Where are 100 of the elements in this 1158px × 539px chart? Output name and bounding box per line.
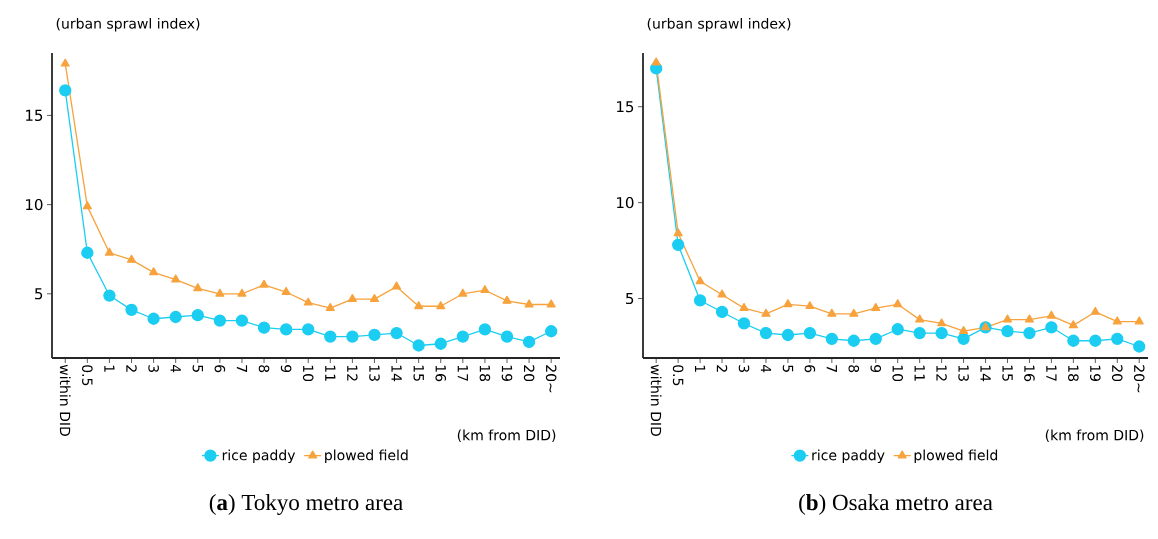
- x-tick-label: 17: [457, 365, 468, 381]
- y-tick-label: 5: [35, 288, 43, 300]
- point: [412, 339, 425, 352]
- point: [213, 314, 227, 327]
- point: [478, 323, 492, 336]
- point: [1024, 314, 1034, 323]
- point: [737, 317, 751, 330]
- point: [414, 301, 424, 310]
- point: [871, 302, 881, 312]
- point: [1068, 320, 1078, 329]
- point: [913, 326, 926, 340]
- point: [281, 286, 291, 295]
- point: [524, 299, 534, 308]
- point: [368, 328, 381, 341]
- legend-label: rice paddy: [222, 449, 296, 464]
- x-tick-label: 13: [369, 365, 380, 381]
- x-tick-label: 20~: [545, 365, 557, 393]
- point: [715, 305, 729, 319]
- y-tick-label: 15: [617, 101, 634, 113]
- point: [1067, 334, 1080, 347]
- point: [193, 283, 203, 292]
- point: [369, 293, 380, 303]
- point: [390, 326, 403, 340]
- x-tick-label: within DID: [650, 364, 662, 436]
- point: [480, 285, 490, 294]
- x-tick-label: 14: [980, 365, 991, 382]
- y-axis-title: (urban sprawl index): [647, 17, 791, 32]
- point: [803, 326, 817, 340]
- x-tick-label: 12: [936, 365, 947, 381]
- x-tick-label: 7: [826, 365, 837, 372]
- point: [500, 330, 514, 343]
- y-tick-label: 10: [26, 198, 43, 211]
- legend-label: rice paddy: [812, 449, 885, 464]
- x-tick-label: 9: [870, 365, 882, 373]
- x-tick-label: 20: [1111, 365, 1123, 382]
- point: [436, 301, 446, 310]
- x-tick-label: 15: [1002, 365, 1013, 381]
- point: [671, 238, 685, 251]
- point: [522, 335, 536, 349]
- point: [215, 288, 225, 297]
- y-tick-label: 5: [626, 292, 634, 305]
- x-tick-label: 16: [1024, 365, 1035, 382]
- point: [1002, 314, 1013, 323]
- point: [651, 57, 661, 66]
- x-tick-label: 0.5: [672, 365, 684, 386]
- point: [346, 330, 359, 343]
- point: [81, 246, 94, 259]
- x-tick-label: 8: [258, 365, 270, 373]
- point: [259, 279, 269, 288]
- x-axis-title: (km from DID): [457, 429, 556, 443]
- point: [937, 318, 947, 327]
- point: [302, 323, 315, 336]
- x-tick-label: 1: [104, 365, 115, 372]
- point: [915, 314, 925, 323]
- x-tick-label: 7: [236, 365, 248, 372]
- point: [695, 276, 705, 285]
- point: [935, 326, 948, 340]
- point: [739, 302, 749, 312]
- point: [279, 323, 293, 336]
- point: [759, 326, 773, 340]
- y-tick-label: 15: [26, 109, 43, 122]
- point: [1111, 332, 1124, 345]
- point: [1045, 321, 1058, 334]
- point: [827, 308, 837, 317]
- point: [1001, 324, 1014, 338]
- point: [849, 308, 859, 317]
- point: [869, 332, 882, 345]
- point: [303, 297, 313, 306]
- x-tick-label: 6: [804, 365, 816, 373]
- point: [717, 289, 727, 298]
- point: [761, 308, 771, 317]
- x-tick-label: 16: [435, 365, 447, 382]
- point: [546, 299, 556, 308]
- point: [60, 58, 70, 67]
- x-tick-label: 9: [280, 365, 292, 373]
- point: [1046, 310, 1056, 319]
- x-tick-label: 8: [848, 365, 860, 373]
- x-tick-label: 20~: [1133, 365, 1145, 393]
- x-tick-label: within DID: [59, 364, 71, 436]
- point: [458, 288, 468, 297]
- point: [149, 267, 159, 276]
- point: [147, 312, 160, 325]
- legend-label: plowed field: [325, 449, 408, 464]
- point: [104, 247, 114, 256]
- point: [781, 328, 795, 342]
- x-tick-label: 10: [302, 365, 314, 382]
- x-tick-label: 5: [192, 365, 203, 372]
- x-axis-title: (km from DID): [1045, 429, 1144, 443]
- point: [693, 294, 707, 307]
- x-tick-label: 3: [738, 365, 750, 372]
- point: [235, 314, 249, 327]
- text: (a) Tokyo metro area: [209, 494, 403, 515]
- x-tick-label: 11: [914, 365, 925, 381]
- point: [434, 337, 447, 350]
- x-tick-label: 14: [391, 365, 402, 382]
- point: [1090, 306, 1100, 315]
- y-axis-title: (urban sprawl index): [56, 17, 200, 32]
- point: [171, 274, 181, 283]
- point: [847, 334, 860, 347]
- point: [169, 310, 182, 324]
